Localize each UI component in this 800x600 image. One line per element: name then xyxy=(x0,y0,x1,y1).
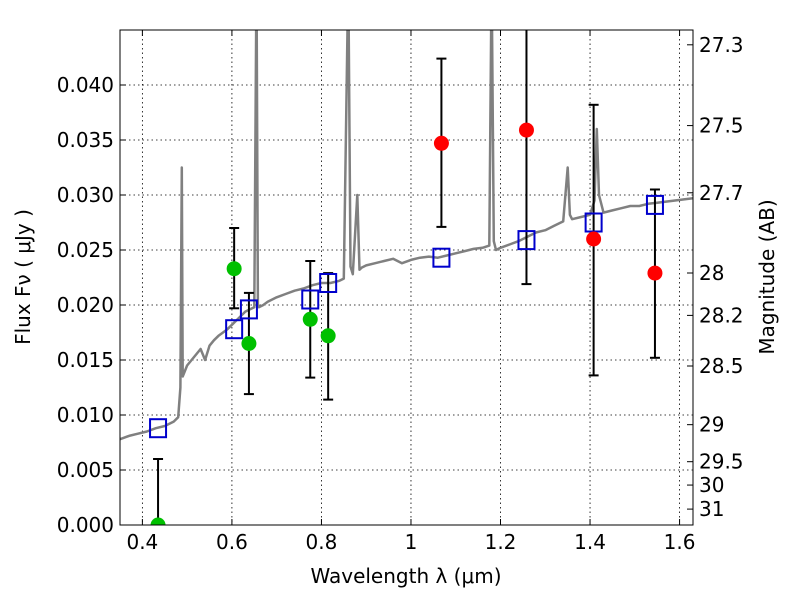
green-point xyxy=(302,311,318,327)
y-tick-label: 0.040 xyxy=(57,73,114,97)
spectrum-line xyxy=(120,30,693,441)
model-square xyxy=(149,418,168,439)
mag-tick-label: 30 xyxy=(699,473,724,497)
mag-tick-label: 27.3 xyxy=(699,33,744,57)
red-point xyxy=(433,135,449,151)
y2-axis-label: Magnitude (AB) xyxy=(755,199,779,354)
axes: 0.4 0.6 0.8 1 1.2 1.4 1.6 0.000 0.005 0.010 0.015 0… xyxy=(57,30,744,554)
model-square xyxy=(432,247,451,268)
model-square xyxy=(239,299,258,320)
y-tick-label: 0.030 xyxy=(57,183,114,207)
x-tick-label: 1.2 xyxy=(485,530,517,554)
mag-tick-label: 31 xyxy=(699,497,724,521)
plot-frame xyxy=(119,29,694,526)
model-square xyxy=(517,230,536,251)
x-tick-label: 1 xyxy=(405,530,418,554)
y-tick-label: 0.020 xyxy=(57,293,114,317)
mag-tick-label: 28.2 xyxy=(699,303,744,327)
y-tick-label: 0.025 xyxy=(57,238,114,262)
x-tick-label: 0.6 xyxy=(216,530,248,554)
x-tick-label: 0.4 xyxy=(126,530,158,554)
y-tick-label: 0.035 xyxy=(57,128,114,152)
x-tick-label: 0.8 xyxy=(306,530,338,554)
grid xyxy=(120,30,693,525)
plot-background xyxy=(120,30,693,525)
red-point xyxy=(586,231,602,247)
green-point xyxy=(150,517,166,525)
green-point xyxy=(320,328,336,344)
mag-tick-label: 29 xyxy=(699,413,724,437)
x-tick-label: 1.6 xyxy=(664,530,696,554)
x-axis-label: Wavelength λ (μm) xyxy=(310,564,501,588)
model-square xyxy=(645,194,664,215)
x-tick-label: 1.4 xyxy=(574,530,606,554)
y-tick-label: 0.000 xyxy=(57,513,114,537)
mag-tick-label: 27.7 xyxy=(699,181,744,205)
red-point xyxy=(647,265,663,281)
mag-tick-label: 28.5 xyxy=(699,354,744,378)
model-square xyxy=(301,289,320,310)
mag-tick-label: 28 xyxy=(699,261,724,285)
green-point xyxy=(226,261,242,277)
mag-tick-label: 27.5 xyxy=(699,114,744,138)
red-point xyxy=(518,122,534,138)
mag-tick-label: 29.5 xyxy=(699,450,744,474)
y-axis-label: Flux Fν ( μJy ) xyxy=(11,209,35,345)
y-tick-label: 0.010 xyxy=(57,403,114,427)
green-point xyxy=(241,336,257,351)
model-square xyxy=(319,273,338,293)
y-tick-label: 0.015 xyxy=(57,348,114,372)
model-square xyxy=(225,319,244,340)
data-layer xyxy=(120,30,693,525)
y-tick-label: 0.005 xyxy=(57,458,114,482)
